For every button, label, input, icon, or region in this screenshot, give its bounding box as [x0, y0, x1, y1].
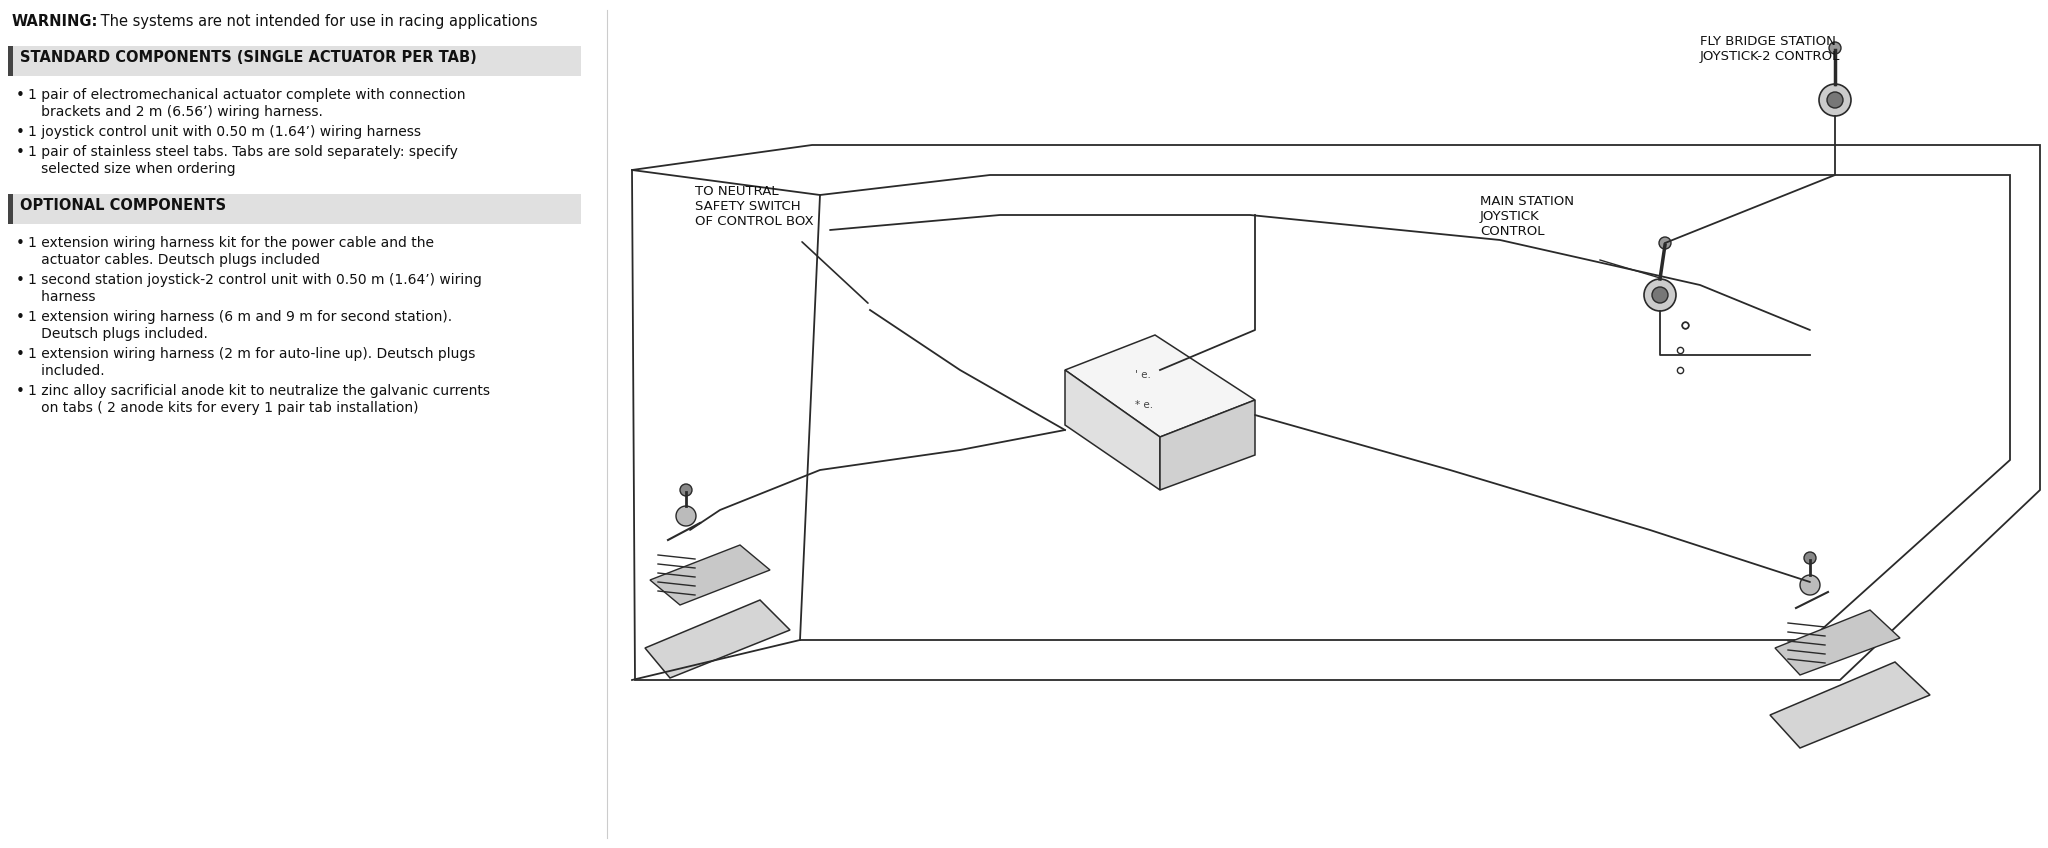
Text: •: • [16, 125, 25, 140]
Text: •: • [16, 347, 25, 362]
Text: WARNING:: WARNING: [12, 14, 98, 29]
Text: OPTIONAL COMPONENTS: OPTIONAL COMPONENTS [20, 198, 225, 213]
Text: •: • [16, 236, 25, 251]
Polygon shape [645, 600, 791, 678]
Bar [8, 194, 12, 224]
Text: MAIN STATION
JOYSTICK
CONTROL: MAIN STATION JOYSTICK CONTROL [1481, 195, 1575, 238]
Text: FLY BRIDGE STATION
JOYSTICK-2 CONTROL: FLY BRIDGE STATION JOYSTICK-2 CONTROL [1700, 35, 1841, 63]
Text: •: • [16, 384, 25, 399]
Text: •: • [16, 310, 25, 325]
Circle shape [680, 484, 692, 496]
Text: 1 extension wiring harness (6 m and 9 m for second station).
   Deutsch plugs in: 1 extension wiring harness (6 m and 9 m … [29, 310, 453, 341]
Text: ' e.: ' e. [1135, 370, 1151, 380]
Text: 1 zinc alloy sacrificial anode kit to neutralize the galvanic currents
   on tab: 1 zinc alloy sacrificial anode kit to ne… [29, 384, 489, 416]
Polygon shape [1065, 335, 1255, 437]
Text: •: • [16, 88, 25, 103]
Polygon shape [1776, 610, 1901, 675]
Bar [8, 194, 582, 224]
Circle shape [1800, 575, 1821, 595]
Text: 1 pair of electromechanical actuator complete with connection
   brackets and 2 : 1 pair of electromechanical actuator com… [29, 88, 465, 120]
Circle shape [1827, 92, 1843, 108]
Polygon shape [1159, 400, 1255, 490]
Bar [8, 46, 582, 76]
Text: •: • [16, 273, 25, 288]
Text: * e.: * e. [1135, 400, 1153, 410]
Text: STANDARD COMPONENTS (SINGLE ACTUATOR PER TAB): STANDARD COMPONENTS (SINGLE ACTUATOR PER… [20, 50, 477, 65]
Circle shape [676, 506, 696, 526]
Text: 1 joystick control unit with 0.50 m (1.64’) wiring harness: 1 joystick control unit with 0.50 m (1.6… [29, 125, 422, 139]
Circle shape [1819, 84, 1851, 116]
Circle shape [1645, 279, 1675, 311]
Circle shape [1829, 42, 1841, 54]
Text: 1 pair of stainless steel tabs. Tabs are sold separately: specify
   selected si: 1 pair of stainless steel tabs. Tabs are… [29, 145, 459, 176]
Circle shape [1659, 237, 1671, 249]
Text: 1 extension wiring harness (2 m for auto-line up). Deutsch plugs
   included.: 1 extension wiring harness (2 m for auto… [29, 347, 475, 378]
Circle shape [1653, 287, 1667, 303]
Polygon shape [1769, 662, 1929, 748]
Bar [8, 46, 12, 76]
Polygon shape [1065, 370, 1159, 490]
Text: 1 second station joystick-2 control unit with 0.50 m (1.64’) wiring
   harness: 1 second station joystick-2 control unit… [29, 273, 481, 304]
Circle shape [1804, 552, 1817, 564]
Polygon shape [649, 545, 770, 605]
Text: 1 extension wiring harness kit for the power cable and the
   actuator cables. D: 1 extension wiring harness kit for the p… [29, 236, 434, 267]
Text: •: • [16, 145, 25, 160]
Text: TO NEUTRAL
SAFETY SWITCH
OF CONTROL BOX: TO NEUTRAL SAFETY SWITCH OF CONTROL BOX [694, 185, 813, 228]
Text: The systems are not intended for use in racing applications: The systems are not intended for use in … [96, 14, 539, 29]
